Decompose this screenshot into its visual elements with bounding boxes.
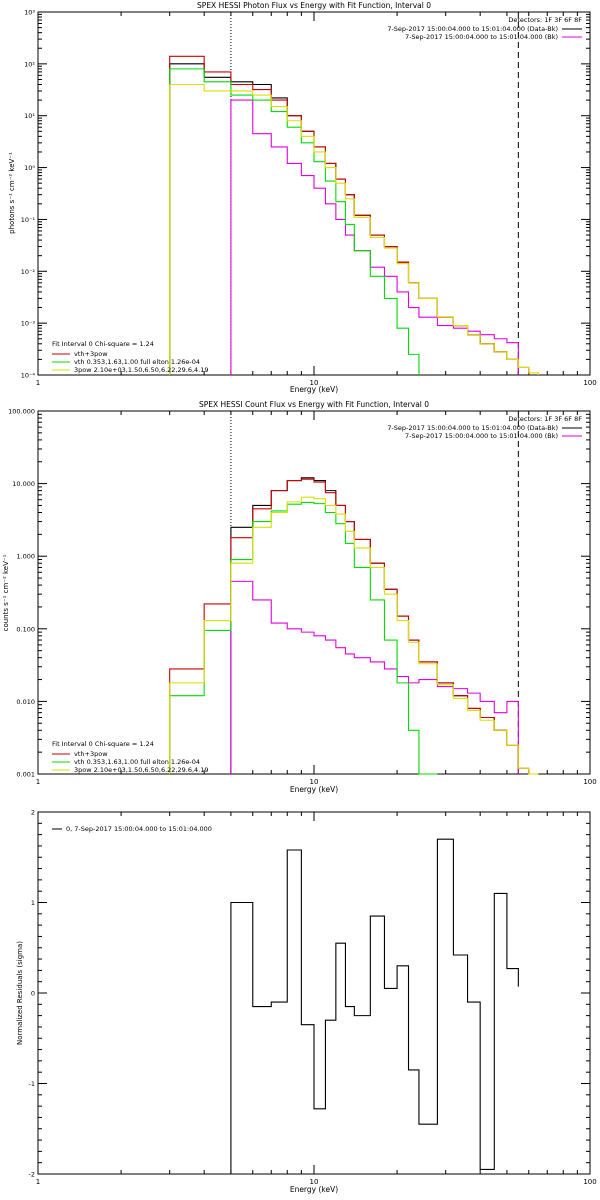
count-flux-series-data-bk (230, 477, 519, 774)
photon-flux-plot-frame (37, 11, 591, 376)
residuals-y-tick-label: -2 (29, 1171, 35, 1179)
count-flux-y-axis-label: counts s⁻¹ cm⁻² keV⁻¹ (2, 554, 10, 631)
count-flux-vth-label: vth 0.353,1.63,1.00 full elton 1.26e-04 (74, 758, 200, 766)
count-flux-fit-range-markers (230, 411, 519, 774)
residuals-y-axis-label: Normalized Residuals (sigma) (16, 941, 24, 1045)
photon-flux-panel: SPEX HESSI Photon Flux vs Energy with Fi… (8, 1, 597, 394)
photon-flux-bk-interval-label: 7-Sep-2017 15:00:04.000 to 15:01:04.000 … (405, 33, 558, 41)
photon-flux-y-tick-label: 10³ (24, 9, 35, 17)
residuals-plot-frame (37, 811, 591, 1175)
residuals-axis-ticks: 1 10 100 -2 -1 0 1 2 (29, 809, 597, 1187)
photon-flux-x-tick-label: 1 (36, 379, 40, 387)
count-flux-axis-ticks: 1 10 100 0.001 0.010 0.100 1.000 10.000 100.000 (8, 408, 597, 787)
count-flux-plot-frame (37, 410, 591, 775)
photon-flux-y-axis-label: photons s⁻¹ cm⁻² keV⁻¹ (8, 152, 16, 234)
count-flux-legend-bottom: Fit Interval 0 Chi-square = 1.24 vth+3po… (52, 740, 209, 774)
residuals-panel: Energy (keV) Normalized Residuals (sigma… (16, 809, 597, 1195)
photon-flux-y-tick-label: 10⁻⁴ (21, 372, 36, 380)
photon-flux-y-tick-label: 10¹ (24, 112, 35, 120)
residuals-series (230, 838, 519, 1174)
count-flux-series-3pow (169, 496, 539, 775)
photon-flux-title: SPEX HESSI Photon Flux vs Energy with Fi… (197, 1, 431, 10)
residuals-x-tick-label: 100 (583, 1178, 596, 1186)
photon-flux-3pow-label: 3pow 2.10e+03,1.50,6.50,6.22,29.6,4.19 (74, 366, 209, 374)
photon-flux-model-label: vth+3pow (74, 350, 108, 358)
photon-flux-fit-info: Fit Interval 0 Chi-square = 1.24 (52, 340, 154, 348)
count-flux-model-label: vth+3pow (74, 750, 108, 758)
count-flux-fit-info: Fit Interval 0 Chi-square = 1.24 (52, 740, 154, 748)
photon-flux-fit-range-markers (230, 12, 519, 375)
photon-flux-y-tick-label: 10⁻³ (21, 320, 36, 328)
count-flux-y-tick-label: 100.000 (8, 408, 35, 416)
photon-flux-y-tick-label: 10⁻² (21, 268, 36, 276)
residuals-interval-label: 0, 7-Sep-2017 15:00:04.000 to 15:01:04.0… (66, 825, 212, 833)
photon-flux-x-tick-label: 10 (310, 379, 319, 387)
count-flux-y-tick-label: 0.100 (16, 625, 35, 633)
count-flux-data-interval-label: 7-Sep-2017 15:00:04.000 to 15:01:04.000 … (387, 424, 558, 432)
photon-flux-series-bk (230, 99, 519, 375)
residuals-x-axis-label: Energy (keV) (290, 1185, 338, 1194)
residuals-y-tick-label: 0 (31, 990, 35, 998)
residuals-legend: 0, 7-Sep-2017 15:00:04.000 to 15:01:04.0… (52, 825, 212, 833)
photon-flux-vth-label: vth 0.353,1.63,1.00 full elton 1.26e-04 (74, 358, 200, 366)
photon-flux-legend-top: Detectors: 1F 3F 6F 8F 7-Sep-2017 15:00:… (387, 16, 582, 41)
photon-flux-y-tick-label: 10⁻¹ (21, 216, 36, 224)
photon-flux-axis-ticks: 1 10 100 10⁻⁴ 10⁻³ 10⁻² 10⁻¹ 10⁰ 10¹ 10² 10³ (21, 9, 597, 388)
count-flux-detectors-label: Detectors: 1F 3F 6F 8F (508, 415, 582, 423)
count-flux-x-tick-label: 100 (583, 778, 596, 786)
photon-flux-x-tick-label: 100 (583, 379, 596, 387)
residuals-x-tick-label: 1 (36, 1178, 40, 1186)
count-flux-title: SPEX HESSI Count Flux vs Energy with Fit… (199, 400, 429, 409)
residuals-series-0 (230, 838, 519, 1174)
count-flux-legend-top: Detectors: 1F 3F 6F 8F 7-Sep-2017 15:00:… (387, 415, 582, 440)
count-flux-series-vth-3pow (169, 478, 530, 774)
photon-flux-series-vth-3pow (169, 55, 530, 375)
photon-flux-series-vth (169, 68, 420, 375)
count-flux-y-tick-label: 1.000 (16, 553, 35, 561)
photon-flux-series-data-bk (169, 63, 529, 376)
count-flux-y-tick-label: 10.000 (12, 480, 35, 488)
count-flux-x-tick-label: 1 (36, 778, 40, 786)
photon-flux-x-axis-label: Energy (keV) (290, 385, 338, 394)
count-flux-y-tick-label: 0.001 (16, 771, 35, 779)
photon-flux-series-3pow (169, 83, 539, 375)
photon-flux-detectors-label: Detectors: 1F 3F 6F 8F (508, 16, 582, 24)
photon-flux-legend-bottom: Fit Interval 0 Chi-square = 1.24 vth+3po… (52, 340, 209, 374)
residuals-y-tick-label: -1 (29, 1080, 35, 1088)
count-flux-series-vth (169, 501, 438, 775)
count-flux-bk-interval-label: 7-Sep-2017 15:00:04.000 to 15:01:04.000 … (405, 432, 558, 440)
count-flux-x-tick-label: 10 (310, 778, 319, 786)
photon-flux-series (169, 55, 539, 376)
count-flux-panel: SPEX HESSI Count Flux vs Energy with Fit… (2, 400, 597, 794)
residuals-y-tick-label: 2 (31, 809, 35, 817)
count-flux-series-bk (230, 580, 519, 774)
count-flux-series (169, 477, 539, 775)
count-flux-3pow-label: 3pow 2.10e+03,1.50,6.50,6.22,29.6,4.19 (74, 766, 209, 774)
photon-flux-data-interval-label: 7-Sep-2017 15:00:04.000 to 15:01:04.000 … (387, 25, 558, 33)
count-flux-y-tick-label: 0.010 (16, 698, 35, 706)
residuals-x-tick-label: 10 (310, 1178, 319, 1186)
count-flux-x-axis-label: Energy (keV) (290, 785, 338, 794)
photon-flux-y-tick-label: 10² (24, 60, 35, 68)
photon-flux-y-tick-label: 10⁰ (24, 164, 35, 172)
residuals-y-tick-label: 1 (31, 899, 35, 907)
